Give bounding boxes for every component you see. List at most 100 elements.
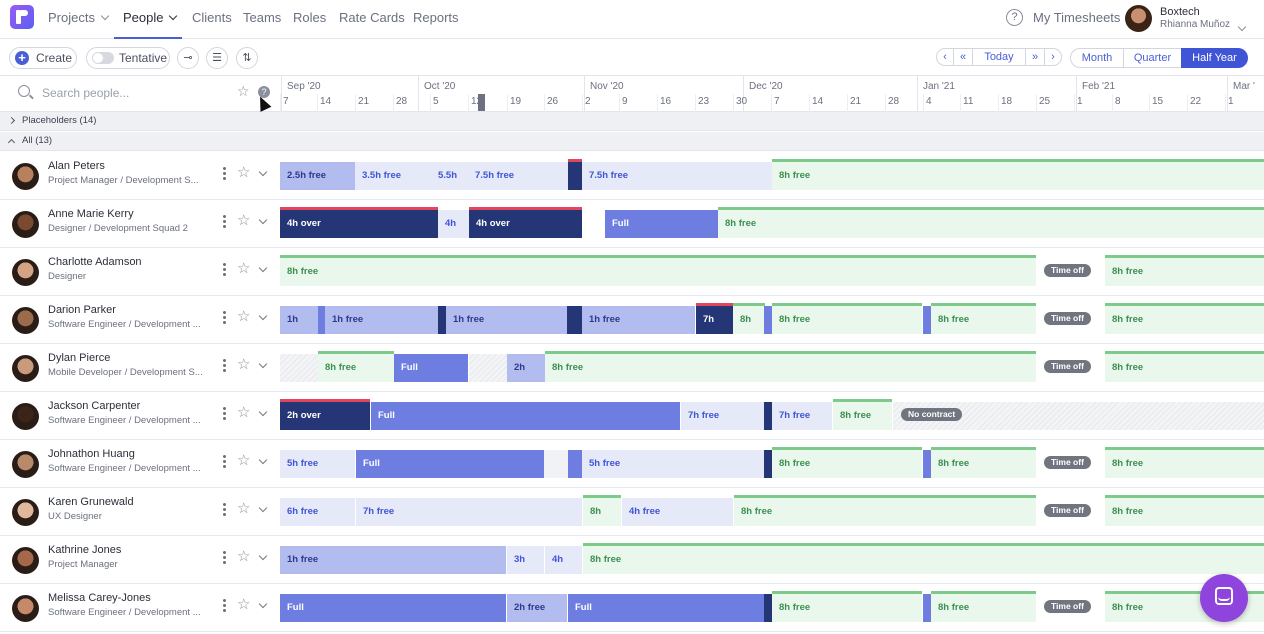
more-options-icon[interactable] (223, 503, 226, 516)
group-all[interactable]: All (13) (0, 132, 1264, 151)
star-icon[interactable]: ☆ (237, 164, 251, 181)
person-row[interactable]: Anne Marie Kerry Designer / Development … (0, 200, 1264, 248)
visibility-toggle-button[interactable]: ⊸ (177, 47, 199, 69)
today-button[interactable]: Today (972, 48, 1026, 66)
assignment-bar[interactable]: 8h free (734, 495, 1036, 526)
view-month-button[interactable]: Month (1070, 48, 1124, 68)
person-name[interactable]: Darion Parker (48, 304, 116, 316)
create-button[interactable]: + Create (9, 47, 77, 69)
star-icon[interactable]: ☆ (237, 596, 251, 613)
assignment-lane[interactable]: Full 2h free Full 8h free 8h free Time off 8h … (280, 584, 1264, 632)
avatar[interactable] (12, 163, 39, 190)
more-options-icon[interactable] (223, 551, 226, 564)
account-menu-chevron-icon[interactable] (1237, 22, 1247, 32)
time-off-badge[interactable]: Time off (1044, 360, 1091, 373)
star-icon[interactable]: ☆ (237, 452, 251, 469)
time-off-badge[interactable]: Time off (1044, 264, 1091, 277)
avatar[interactable] (12, 499, 39, 526)
avatar[interactable] (12, 595, 39, 622)
assignment-bar[interactable]: 8h (733, 303, 765, 334)
assignment-bar[interactable]: 8h free (1105, 303, 1264, 334)
assignment-bar[interactable]: 8h free (1105, 495, 1264, 526)
avatar[interactable] (12, 403, 39, 430)
chevron-down-icon[interactable] (258, 407, 268, 417)
person-name[interactable]: Anne Marie Kerry (48, 208, 134, 220)
assignment-bar[interactable]: 3h (507, 546, 544, 574)
next-icon[interactable]: › (1044, 48, 1062, 66)
avatar[interactable] (12, 355, 39, 382)
time-off-badge[interactable]: Time off (1044, 600, 1091, 613)
assignment-bar[interactable]: 2h free (507, 594, 567, 622)
assignment-bar[interactable]: 5.5h (431, 162, 468, 190)
assignment-bar[interactable]: 4h over (469, 207, 582, 238)
more-options-icon[interactable] (223, 407, 226, 420)
list-view-button[interactable]: ☰ (206, 47, 228, 69)
nav-rate-cards[interactable]: Rate Cards (339, 10, 405, 25)
help-icon[interactable]: ? (1006, 9, 1023, 26)
person-row[interactable]: Karen Grunewald UX Designer ☆ 6h free 7h … (0, 488, 1264, 536)
assignment-lane[interactable]: 6h free 7h free 8h 4h free 8h free Time off 8h… (280, 488, 1264, 536)
assignment-bar[interactable]: 8h free (772, 303, 922, 334)
chevron-down-icon[interactable] (258, 455, 268, 465)
my-timesheets-link[interactable]: My Timesheets (1033, 10, 1121, 25)
assignment-bar[interactable]: 7.5h free (468, 162, 568, 190)
time-off-badge[interactable]: Time off (1044, 456, 1091, 469)
avatar[interactable] (12, 307, 39, 334)
assignment-bar[interactable]: 8h free (583, 543, 1264, 574)
assignment-bar[interactable]: 1h free (325, 306, 438, 334)
avatar[interactable] (12, 547, 39, 574)
assignment-lane[interactable]: 8h free Time off 8h free (280, 248, 1264, 296)
no-contract-badge[interactable]: No contract (901, 408, 963, 421)
assignment-bar[interactable]: 8h free (931, 591, 1036, 622)
more-options-icon[interactable] (223, 167, 226, 180)
more-options-icon[interactable] (223, 599, 226, 612)
app-logo[interactable] (10, 5, 34, 29)
nav-people[interactable]: People (123, 10, 178, 26)
time-off-badge[interactable]: Time off (1044, 312, 1091, 325)
assignment-bar[interactable]: 1h free (582, 306, 695, 334)
more-options-icon[interactable] (223, 455, 226, 468)
assignment-bar[interactable]: 4h (545, 546, 582, 574)
user-avatar[interactable] (1125, 5, 1152, 32)
star-icon[interactable]: ☆ (237, 260, 251, 277)
assignment-bar[interactable]: 1h (280, 306, 318, 334)
chevron-down-icon[interactable] (258, 599, 268, 609)
assignment-lane[interactable]: 1h free 3h 4h 8h free (280, 536, 1264, 584)
assignment-bar[interactable]: 7h (696, 303, 733, 334)
person-name[interactable]: Charlotte Adamson (48, 256, 142, 268)
star-icon[interactable]: ☆ (237, 404, 251, 421)
person-name[interactable]: Karen Grunewald (48, 496, 134, 508)
more-options-icon[interactable] (223, 311, 226, 324)
assignment-bar[interactable]: 5h free (280, 450, 355, 478)
help-icon[interactable]: ? (258, 86, 270, 98)
nav-teams[interactable]: Teams (243, 10, 282, 25)
chevron-down-icon[interactable] (258, 311, 268, 321)
assignment-lane[interactable]: 4h over 4h 4h over Full 8h free (280, 200, 1264, 248)
assignment-bar[interactable]: 7.5h free (582, 162, 772, 190)
person-name[interactable]: Johnathon Huang (48, 448, 135, 460)
avatar[interactable] (12, 211, 39, 238)
assignment-bar[interactable]: 8h free (772, 159, 1264, 190)
chevron-down-icon[interactable] (258, 263, 268, 273)
star-filter-icon[interactable]: ☆ (237, 83, 250, 99)
assignment-bar[interactable]: 5h free (582, 450, 764, 478)
person-row[interactable]: Kathrine Jones Project Manager ☆ 1h free… (0, 536, 1264, 584)
assignment-bar[interactable]: 7h free (772, 402, 832, 430)
star-icon[interactable]: ☆ (237, 548, 251, 565)
assignment-bar[interactable]: Full (356, 450, 544, 478)
assignment-bar[interactable]: 4h (438, 210, 469, 238)
tentative-toggle[interactable]: Tentative (86, 47, 170, 69)
chat-launcher-button[interactable] (1200, 574, 1248, 622)
avatar[interactable] (12, 259, 39, 286)
person-name[interactable]: Alan Peters (48, 160, 105, 172)
prev-fast-icon[interactable]: « (953, 48, 973, 66)
person-name[interactable]: Kathrine Jones (48, 544, 122, 556)
assignment-bar[interactable]: 8h free (280, 255, 1036, 286)
person-name[interactable]: Dylan Pierce (48, 352, 111, 364)
assignment-bar[interactable]: 8h free (545, 351, 1036, 382)
person-row[interactable]: Alan Peters Project Manager / Developmen… (0, 152, 1264, 200)
chevron-down-icon[interactable] (258, 215, 268, 225)
assignment-bar[interactable]: 2.5h free (280, 162, 355, 190)
person-name[interactable]: Jackson Carpenter (48, 400, 141, 412)
nav-roles[interactable]: Roles (293, 10, 327, 25)
